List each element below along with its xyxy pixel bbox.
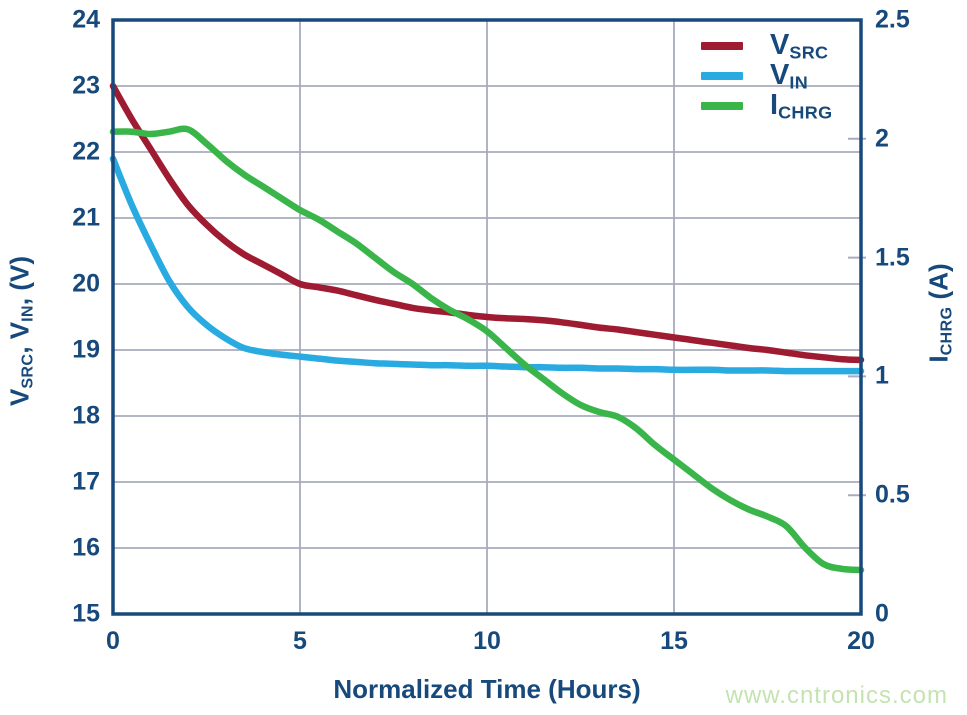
right-tick-label-2: 2	[875, 124, 889, 153]
left-tick-label-23: 23	[72, 71, 100, 100]
series-lines	[109, 82, 865, 574]
left-axis-title-v2: V	[4, 321, 35, 340]
series-line-v_in	[109, 155, 865, 375]
left-tick-label-16: 16	[72, 533, 100, 562]
series-line-i_chrg	[109, 125, 865, 574]
left-axis-title-v1-sub: SRC	[18, 353, 37, 389]
left-axis-title-v2-sub: IN	[18, 305, 37, 322]
legend-item-vin: VIN	[701, 58, 832, 93]
x-tick-label-15: 15	[660, 627, 688, 655]
left-tick-label-17: 17	[72, 467, 100, 496]
left-tick-label-21: 21	[72, 203, 100, 232]
series-line-v_src	[109, 82, 865, 364]
x-tick-label-10: 10	[473, 627, 501, 655]
left-tick-label-20: 20	[72, 269, 100, 298]
legend-label: ICHRG	[770, 88, 833, 123]
left-tick-label-24: 24	[72, 5, 100, 34]
right-axis-title-main: I	[923, 355, 954, 363]
left-axis-title-unit: , (V)	[4, 256, 35, 306]
legend-swatch-vin	[701, 72, 743, 80]
legend-swatch-ichrg	[701, 102, 743, 110]
x-axis-title: Normalized Time (Hours)	[333, 674, 641, 704]
x-tick-label-0: 0	[106, 627, 120, 655]
watermark: www.cntronics.com	[725, 682, 948, 709]
legend-label: VIN	[770, 58, 809, 93]
gridlines	[113, 20, 861, 614]
left-tick-label-18: 18	[72, 401, 100, 430]
x-tick-label-20: 20	[847, 627, 875, 655]
legend-item-vsrc: VSRC	[701, 28, 832, 63]
legend-label: VSRC	[770, 28, 829, 63]
right-tick-label-0.5: 0.5	[875, 480, 910, 509]
legend: VSRC VIN ICHRG	[701, 28, 833, 123]
left-axis-title-sep: ,	[4, 339, 35, 354]
legend-swatch-vsrc	[701, 42, 743, 50]
legend-item-ichrg: ICHRG	[701, 88, 833, 123]
left-tick-label-19: 19	[72, 335, 100, 364]
right-tick-label-0: 0	[875, 599, 889, 628]
right-tick-label-2.5: 2.5	[875, 5, 910, 34]
right-axis-title: ICHRG (A)	[923, 263, 956, 363]
left-axis-title: VSRC, VIN, (V)	[4, 256, 37, 406]
x-tick-label-5: 5	[293, 627, 307, 655]
right-axis-title-sub: CHRG	[937, 306, 956, 356]
right-tick-label-1: 1	[875, 361, 889, 390]
right-tick-label-1.5: 1.5	[875, 243, 910, 272]
left-tick-label-15: 15	[72, 599, 100, 628]
plot-border	[111, 18, 863, 616]
left-axis-title-v1: V	[4, 388, 35, 406]
left-tick-label-22: 22	[72, 137, 100, 166]
right-axis-title-unit: (A)	[923, 263, 954, 307]
right-axis-minor-ticks	[848, 137, 866, 497]
